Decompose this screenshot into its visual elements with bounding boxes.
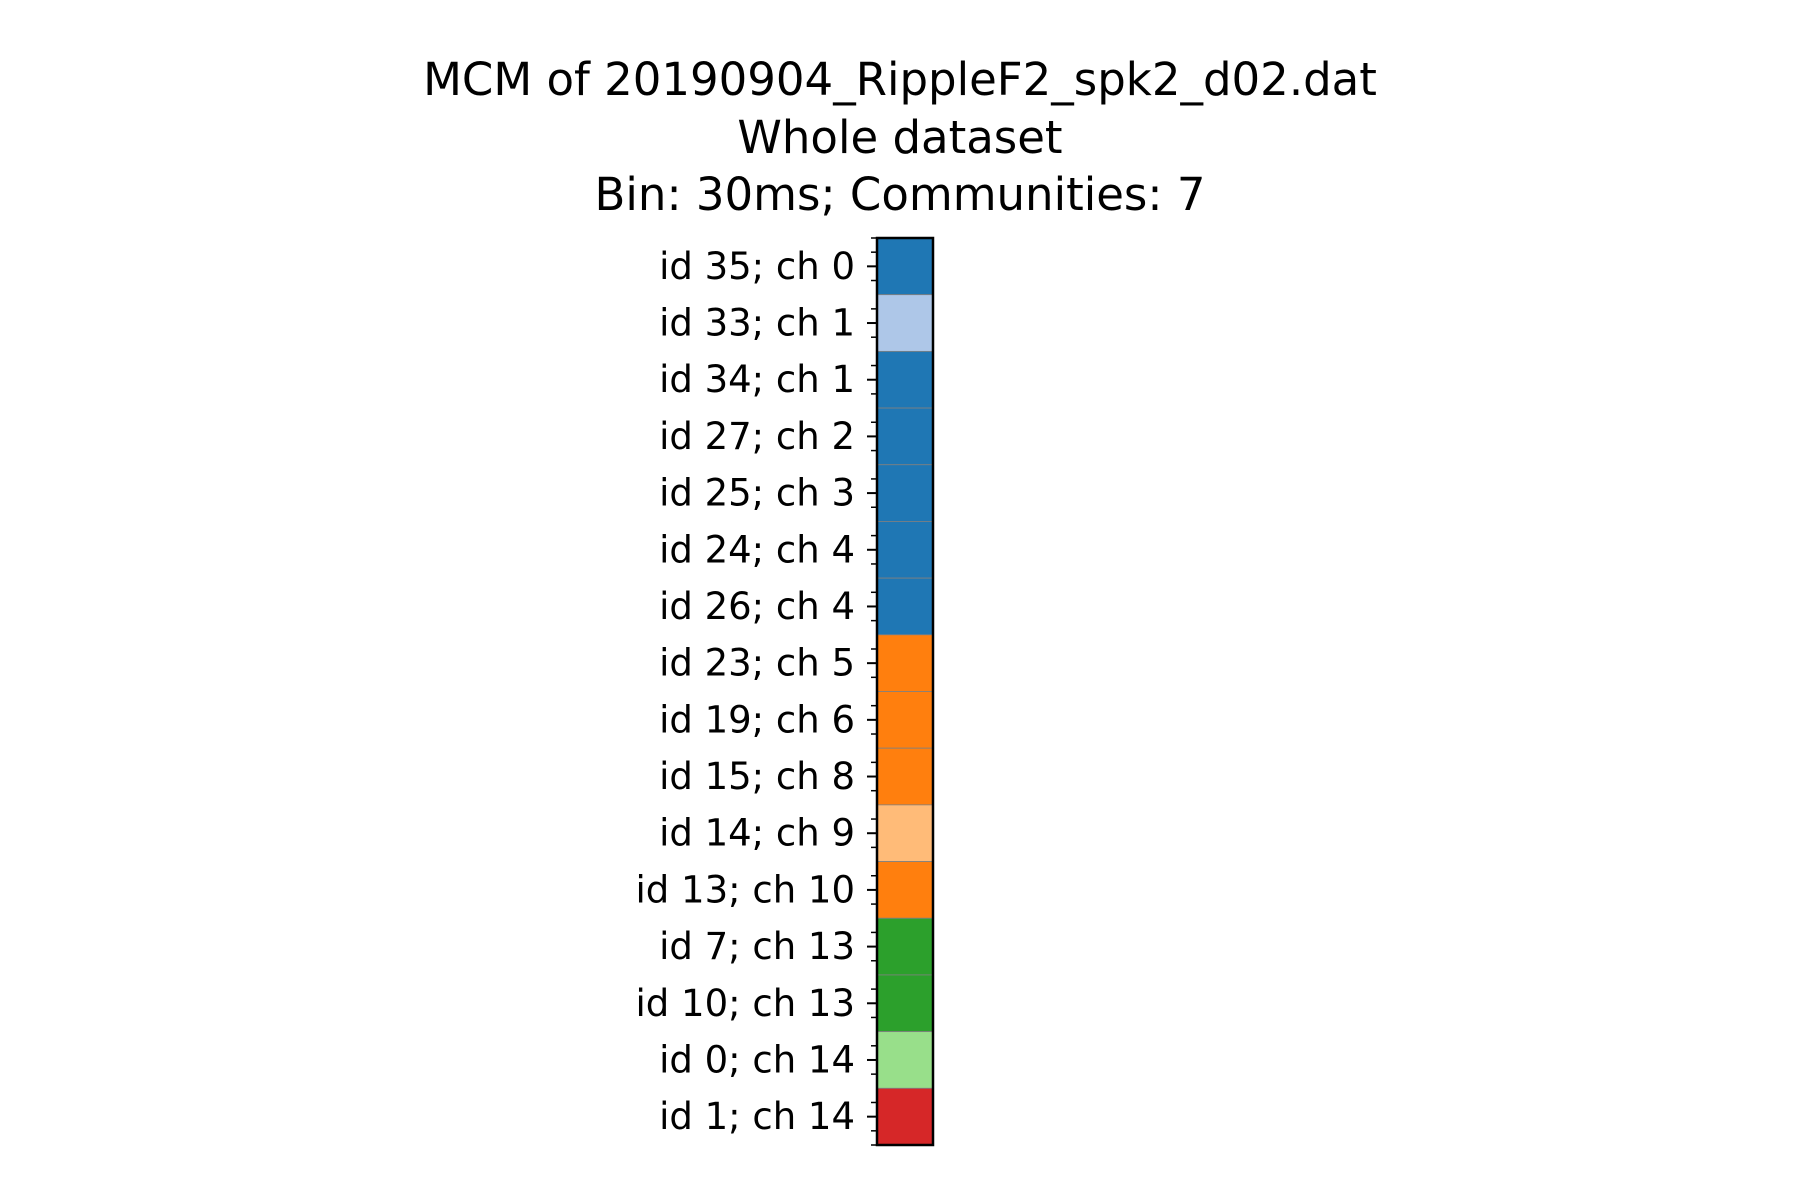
y-tick-label-6: id 26; ch 4 — [659, 585, 855, 628]
heatmap-cell-13 — [876, 974, 934, 1033]
y-tick-label-12: id 7; ch 13 — [659, 925, 855, 968]
heatmap-cell-7 — [876, 634, 934, 692]
heatmap-cell-9 — [876, 747, 934, 806]
chart-subtitle: Whole dataset — [737, 111, 1063, 164]
y-tick-label-15: id 1; ch 14 — [659, 1095, 855, 1138]
heatmap-cell-5 — [876, 521, 934, 579]
heatmap-cell-1 — [876, 294, 934, 352]
y-tick-label-7: id 23; ch 5 — [659, 642, 855, 685]
y-tick-label-10: id 14; ch 9 — [659, 812, 855, 855]
heatmap-cell-6 — [876, 577, 934, 636]
y-tick-label-4: id 25; ch 3 — [659, 472, 855, 515]
y-tick-label-3: id 27; ch 2 — [659, 415, 855, 458]
y-tick-label-11: id 13; ch 10 — [636, 868, 855, 911]
heatmap-cell-14 — [876, 1031, 934, 1089]
y-tick-label-0: id 35; ch 0 — [659, 245, 855, 288]
y-tick-label-8: id 19; ch 6 — [659, 698, 855, 741]
heatmap-cell-4 — [876, 464, 934, 522]
chart-subtitle-bin-communities: Bin: 30ms; Communities: 7 — [594, 168, 1206, 221]
y-tick-label-13: id 10; ch 13 — [636, 982, 855, 1025]
heatmap-cell-2 — [876, 350, 934, 409]
heatmap-cell-8 — [876, 691, 934, 749]
axes-frame — [875, 236, 935, 1147]
heatmap-cell-15 — [876, 1087, 934, 1146]
y-tick-label-2: id 34; ch 1 — [659, 358, 855, 401]
heatmap-cell-0 — [876, 237, 934, 296]
heatmap-cell-11 — [876, 861, 934, 919]
y-tick-label-9: id 15; ch 8 — [659, 755, 855, 798]
heatmap-cell-12 — [876, 917, 934, 976]
heatmap-cell-3 — [876, 407, 934, 466]
heatmap-cell-10 — [876, 804, 934, 862]
chart-title: MCM of 20190904_RippleF2_spk2_d02.dat — [423, 53, 1377, 106]
y-tick-label-1: id 33; ch 1 — [659, 302, 855, 345]
y-tick-label-14: id 0; ch 14 — [659, 1038, 855, 1081]
y-tick-label-5: id 24; ch 4 — [659, 528, 855, 571]
